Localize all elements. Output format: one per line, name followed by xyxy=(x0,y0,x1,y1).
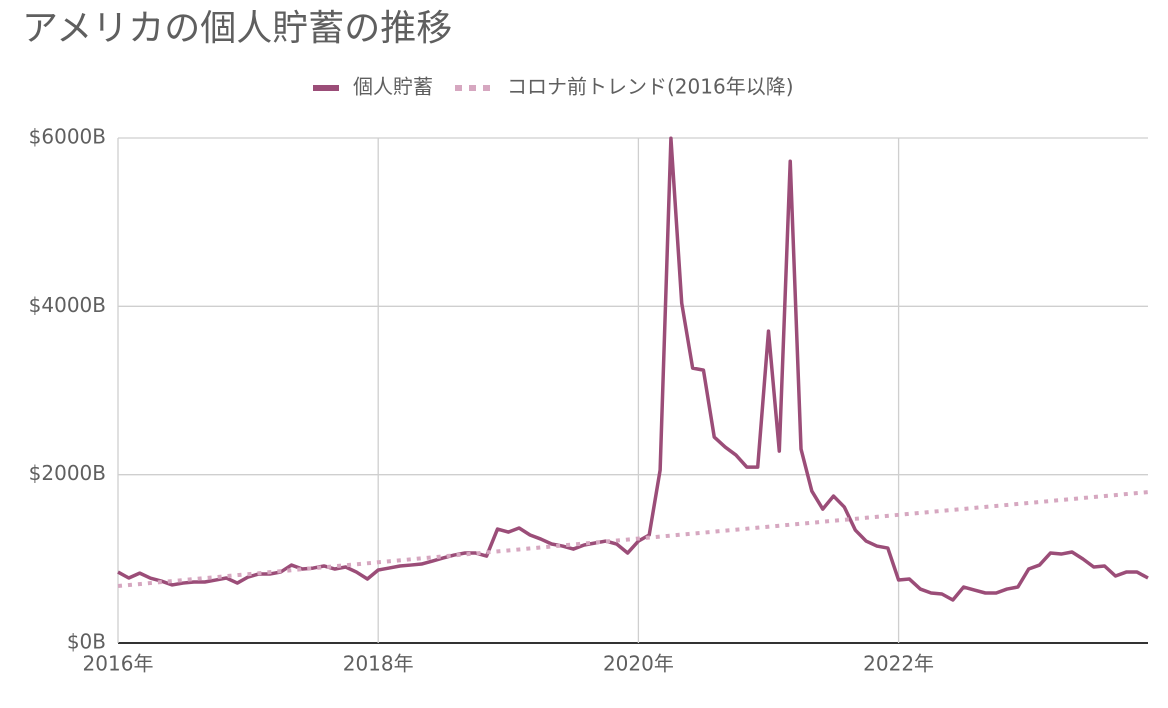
y-tick-label: $4000B xyxy=(29,293,106,317)
x-tick-label: 2022年 xyxy=(863,652,934,676)
legend-label: 個人貯蓄 xyxy=(353,75,433,99)
chart-title: アメリカの個人貯蓄の推移 xyxy=(22,8,452,49)
y-tick-label: $6000B xyxy=(29,125,106,149)
data-line xyxy=(117,136,1149,602)
x-tick-label: 2016年 xyxy=(83,652,154,676)
y-tick-label: $2000B xyxy=(29,461,106,485)
legend-label: コロナ前トレンド(2016年以降) xyxy=(507,75,794,99)
x-tick-label: 2020年 xyxy=(603,652,674,676)
x-tick-label: 2018年 xyxy=(343,652,414,676)
trend-line xyxy=(117,490,1149,589)
y-tick-label: $0B xyxy=(67,630,106,654)
